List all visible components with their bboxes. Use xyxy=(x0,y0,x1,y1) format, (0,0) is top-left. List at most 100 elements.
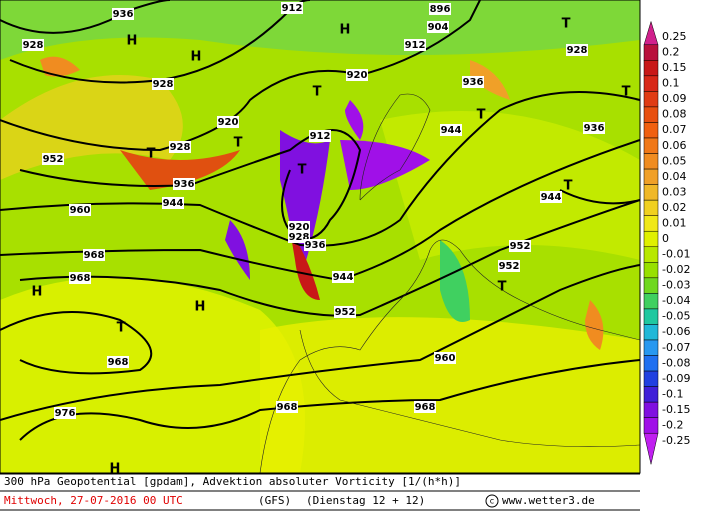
credit: www.wetter3.de xyxy=(502,494,595,507)
contour-label: 936 xyxy=(174,179,195,190)
contour-label-bg xyxy=(107,356,129,368)
caption: 300 hPa Geopotential [gpdam], Advektion … xyxy=(4,475,461,488)
contour-label: 944 xyxy=(333,272,354,283)
contour-label-bg xyxy=(334,306,356,318)
contour-label-bg xyxy=(217,116,239,128)
contour-label: 920 xyxy=(218,117,239,128)
pressure-system: H xyxy=(195,300,206,315)
colorbar-swatch xyxy=(643,262,659,279)
colorbar-label: -0.01 xyxy=(662,248,690,261)
contour-label-bg xyxy=(22,39,44,51)
colorbar-label: 0.06 xyxy=(662,139,687,152)
contour-label-bg xyxy=(498,260,520,272)
colorbar-label: 0.05 xyxy=(662,154,687,167)
contour-label-bg xyxy=(462,76,484,88)
colorbar-swatch xyxy=(643,339,659,356)
contour-label-bg xyxy=(404,39,426,51)
contour-label: 968 xyxy=(277,402,298,413)
contour-label-bg xyxy=(429,3,451,15)
colorbar-swatch xyxy=(643,370,659,387)
contour-label-bg xyxy=(112,8,134,20)
contour-label: 968 xyxy=(84,250,105,261)
pressure-system: T xyxy=(117,321,126,336)
colorbar-label: 0.04 xyxy=(662,170,687,183)
pressure-system: T xyxy=(313,85,322,100)
colorbar-label: -0.05 xyxy=(662,310,690,323)
colorbar-label: -0.06 xyxy=(662,325,690,338)
contour-label-bg xyxy=(566,44,588,56)
colorbar-label: 0 xyxy=(662,232,669,245)
contour-label: 952 xyxy=(43,154,64,165)
contour-label: 904 xyxy=(428,22,449,33)
contour-label: 912 xyxy=(282,3,303,14)
colorbar-label: 0.15 xyxy=(662,61,687,74)
colorbar-swatch xyxy=(643,230,659,248)
contour-label-bg xyxy=(583,122,605,134)
contour-label: 928 xyxy=(23,40,44,51)
contour-label: 976 xyxy=(55,408,76,419)
colorbar-label: -0.02 xyxy=(662,263,690,276)
contour-label: 968 xyxy=(108,357,129,368)
pressure-system: T xyxy=(622,85,631,100)
pressure-system: H xyxy=(32,285,43,300)
contour-label: 936 xyxy=(113,9,134,20)
colorbar-label: -0.03 xyxy=(662,279,690,292)
contour-label: 960 xyxy=(435,353,456,364)
colorbar-label: -0.09 xyxy=(662,372,690,385)
contour-label-bg xyxy=(440,124,462,136)
contour-label-bg xyxy=(509,240,531,252)
contour-label-bg xyxy=(69,204,91,216)
contour-label: 936 xyxy=(463,77,484,88)
colorbar-swatch xyxy=(643,184,659,201)
pressure-system: H xyxy=(110,462,121,477)
pressure-system: T xyxy=(498,280,507,295)
colorbar-swatch xyxy=(643,122,659,139)
colorbar-swatch xyxy=(643,137,659,154)
contour-label: 936 xyxy=(584,123,605,134)
pressure-system: T xyxy=(477,108,486,123)
contour-label-bg xyxy=(162,197,184,209)
pressure-system: T xyxy=(562,17,571,32)
colorbar-label: 0.08 xyxy=(662,108,687,121)
colorbar-swatch xyxy=(643,75,659,92)
contour-label: 936 xyxy=(305,240,326,251)
colorbar-swatch xyxy=(643,432,659,465)
contour-label: 944 xyxy=(541,192,562,203)
colorbar-label: 0.07 xyxy=(662,123,687,136)
copyright-icon xyxy=(485,494,499,508)
colorbar-label: 0.2 xyxy=(662,46,680,59)
contour-label-bg xyxy=(346,69,368,81)
colorbar-swatch xyxy=(643,355,659,372)
contour-label-bg xyxy=(152,78,174,90)
contour-label-bg xyxy=(276,401,298,413)
colorbar-swatch xyxy=(643,246,659,263)
colorbar-swatch xyxy=(643,324,659,341)
copyright-icon: c xyxy=(490,497,494,506)
colorbar-swatch xyxy=(643,60,659,77)
colorbar-label: -0.07 xyxy=(662,341,690,354)
contour-label: 912 xyxy=(405,40,426,51)
date: Mittwoch, 27-07-2016 00 UTC xyxy=(4,494,183,507)
run: (Dienstag 12 + 12) xyxy=(306,494,425,507)
contour-label-bg xyxy=(304,239,326,251)
contour-label: 968 xyxy=(70,273,91,284)
contour-label-bg xyxy=(309,130,331,142)
pressure-system: T xyxy=(234,136,243,151)
colorbar-swatch xyxy=(643,308,659,325)
pressure-system: H xyxy=(127,34,138,49)
colorbar-swatch xyxy=(643,91,659,108)
colorbar-swatch xyxy=(643,20,659,46)
contour-label-bg xyxy=(434,352,456,364)
pressure-system: T xyxy=(147,147,156,162)
contour-label: 928 xyxy=(289,232,310,243)
model: (GFS) xyxy=(258,494,291,507)
contour-label: 968 xyxy=(415,402,436,413)
contour-label: 928 xyxy=(567,45,588,56)
colorbar-swatch xyxy=(643,199,659,216)
colorbar-swatch xyxy=(643,168,659,185)
contour-label-bg xyxy=(69,272,91,284)
contour-label-bg xyxy=(281,2,303,14)
contour-label: 960 xyxy=(70,205,91,216)
contour-label-bg xyxy=(332,271,354,283)
